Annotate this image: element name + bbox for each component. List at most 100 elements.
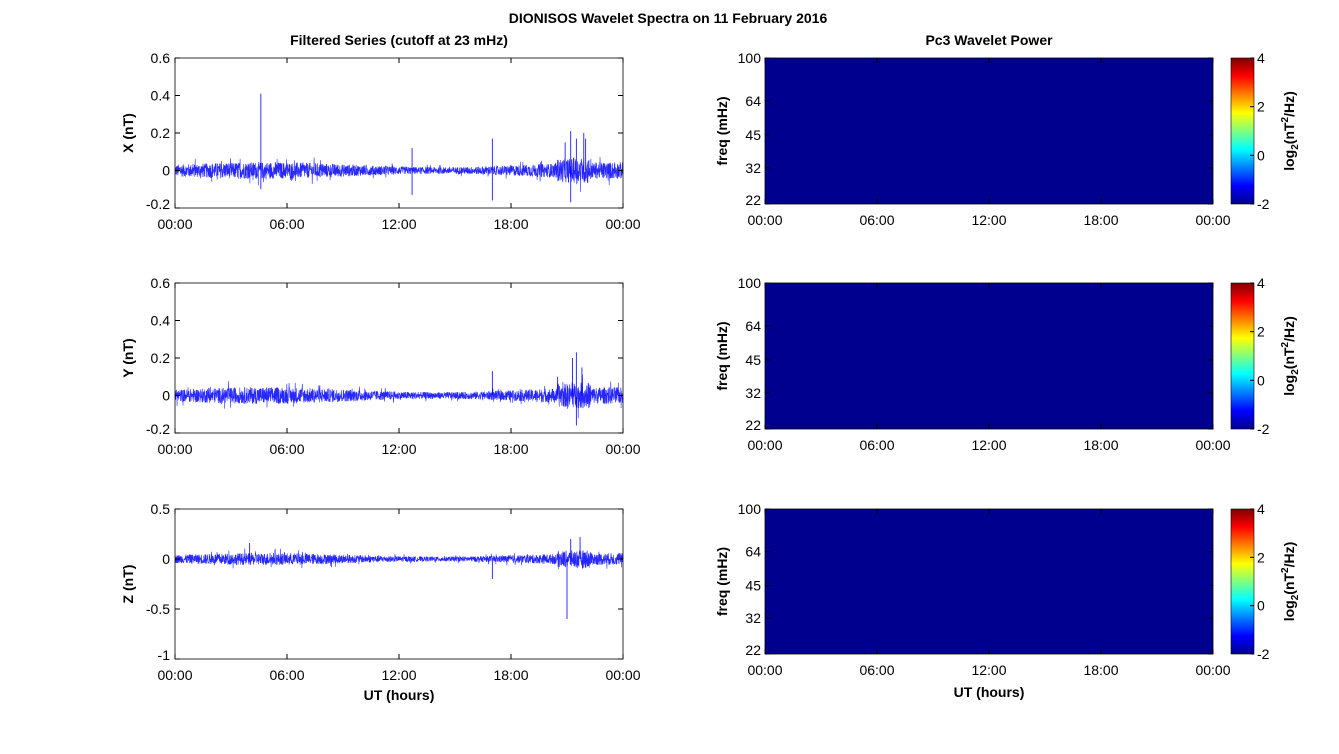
x-tick-label: 00:00	[605, 667, 640, 683]
plot-area	[175, 283, 623, 433]
y-tick-label: 0.6	[151, 50, 171, 66]
y-tick-label: 64	[745, 544, 761, 560]
colorbar-tick-label: 0	[1257, 147, 1265, 163]
left-xlabel: UT (hours)	[364, 687, 435, 703]
y-tick-label: 64	[745, 318, 761, 334]
y-tick-label: 45	[745, 127, 761, 143]
x-tick-label: 00:00	[747, 437, 782, 453]
x-tick-label: 18:00	[493, 667, 528, 683]
y-tick-label: 100	[738, 50, 762, 66]
y-tick-label: -0.2	[146, 196, 170, 212]
series-line-Y	[174, 374, 624, 419]
figure-title: DIONISOS Wavelet Spectra on 11 February …	[509, 10, 828, 26]
colorbar-tick-label: 0	[1257, 598, 1265, 614]
colorbar-label: log2(nT2/Hz)	[1280, 542, 1301, 622]
colorbar-tick-label: 0	[1257, 372, 1265, 388]
y-tick-label: 32	[745, 385, 761, 401]
colorbar-tick-label: -2	[1257, 646, 1270, 662]
y-axis-label: X (nT)	[120, 113, 136, 153]
y-tick-label: 0.4	[151, 313, 171, 329]
colorbar-tick-label: 4	[1257, 501, 1265, 517]
y-tick-label: 0.6	[151, 275, 171, 291]
y-tick-label: 0.4	[151, 88, 171, 104]
x-tick-label: 00:00	[1195, 437, 1230, 453]
y-tick-label: -0.2	[146, 421, 170, 437]
y-axis-label: freq (mHz)	[714, 96, 730, 165]
heatmap-cells	[764, 282, 1214, 430]
colorbar-tick-label: -2	[1257, 196, 1270, 212]
x-tick-label: 12:00	[971, 212, 1006, 228]
x-tick-label: 18:00	[1083, 212, 1118, 228]
y-tick-label: 0	[162, 551, 170, 567]
x-tick-label: 18:00	[493, 216, 528, 232]
y-tick-label: 22	[745, 417, 761, 433]
y-axis-label: freq (mHz)	[714, 547, 730, 616]
colorbar-tick-label: 2	[1257, 99, 1265, 115]
series-panel-Z: -1 -0.5 0 0.5 00:00 06:00 12:00 18:00 00:00 Z (nT…	[120, 501, 641, 683]
colorbar-tick-label: 4	[1257, 50, 1265, 66]
y-tick-label: 0.2	[151, 125, 171, 141]
y-axis-label: Z (nT)	[120, 565, 136, 604]
colorbar-label: log2(nT2/Hz)	[1280, 91, 1301, 171]
x-tick-label: 00:00	[747, 212, 782, 228]
x-tick-label: 12:00	[971, 437, 1006, 453]
right-column-title: Pc3 Wavelet Power	[925, 32, 1053, 48]
left-column-title: Filtered Series (cutoff at 23 mHz)	[290, 32, 508, 48]
x-tick-label: 12:00	[971, 662, 1006, 678]
series-line-Z	[174, 548, 624, 570]
x-tick-label: 00:00	[157, 441, 192, 457]
series-panel-Y: -0.2 0 0.2 0.4 0.6 00:00 06:00 12:00 18:00 00:00 Y…	[120, 275, 641, 457]
x-tick-label: 00:00	[605, 216, 640, 232]
heatmap-panel-Z: 22 32 45 64 100 00:00 06:00 12:00 18:00 00:00 freq…	[714, 501, 1231, 678]
colorbar-tick-label: -2	[1257, 421, 1270, 437]
heatmap-cells	[764, 57, 1214, 205]
x-tick-label: 12:00	[381, 441, 416, 457]
colorbar-label: log2(nT2/Hz)	[1280, 316, 1301, 396]
x-tick-label: 06:00	[269, 216, 304, 232]
y-tick-label: 0	[162, 163, 170, 179]
x-tick-label: 06:00	[269, 667, 304, 683]
y-tick-label: 22	[745, 192, 761, 208]
plot-area	[175, 58, 623, 208]
colorbar: -2 0 2 4 log2(nT2/Hz)	[1230, 275, 1301, 437]
y-tick-label: 45	[745, 577, 761, 593]
plot-area	[175, 509, 623, 659]
x-tick-label: 12:00	[381, 667, 416, 683]
colorbar-gradient	[1230, 508, 1255, 655]
heatmap-panel-X: 22 32 45 64 100 00:00 06:00 12:00 18:00 00:00 freq…	[714, 50, 1231, 228]
y-tick-label: -0.5	[146, 601, 170, 617]
y-tick-label: 45	[745, 352, 761, 368]
x-tick-label: 00:00	[157, 216, 192, 232]
y-tick-label: 0.5	[151, 501, 171, 517]
right-xlabel: UT (hours)	[954, 684, 1025, 700]
heatmap-panel-Y: 22 32 45 64 100 00:00 06:00 12:00 18:00 00:00 freq…	[714, 275, 1231, 453]
series-line-X	[174, 156, 624, 192]
x-tick-label: 06:00	[269, 441, 304, 457]
x-tick-label: 00:00	[747, 662, 782, 678]
x-tick-label: 18:00	[493, 441, 528, 457]
y-tick-label: 100	[738, 501, 762, 517]
y-tick-label: 64	[745, 93, 761, 109]
colorbar-tick-label: 2	[1257, 324, 1265, 340]
y-tick-label: 32	[745, 610, 761, 626]
x-tick-label: 06:00	[859, 212, 894, 228]
colorbar-tick-label: 4	[1257, 275, 1265, 291]
x-tick-label: 06:00	[859, 437, 894, 453]
heatmap-cells	[764, 508, 1214, 655]
x-tick-label: 00:00	[1195, 662, 1230, 678]
x-tick-label: 18:00	[1083, 662, 1118, 678]
series-panel-X: -0.2 0 0.2 0.4 0.6 00:00 06:00 12:00 18:00 00:00 X…	[120, 50, 641, 232]
y-tick-label: 22	[745, 642, 761, 658]
y-tick-label: -1	[158, 647, 171, 663]
y-tick-label: 100	[738, 275, 762, 291]
y-axis-label: Y (nT)	[120, 338, 136, 377]
colorbar-gradient	[1230, 282, 1255, 430]
y-tick-label: 0.2	[151, 350, 171, 366]
y-axis-label: freq (mHz)	[714, 321, 730, 390]
x-tick-label: 00:00	[157, 667, 192, 683]
colorbar-tick-label: 2	[1257, 549, 1265, 565]
colorbar-gradient	[1230, 57, 1255, 205]
x-tick-label: 00:00	[1195, 212, 1230, 228]
